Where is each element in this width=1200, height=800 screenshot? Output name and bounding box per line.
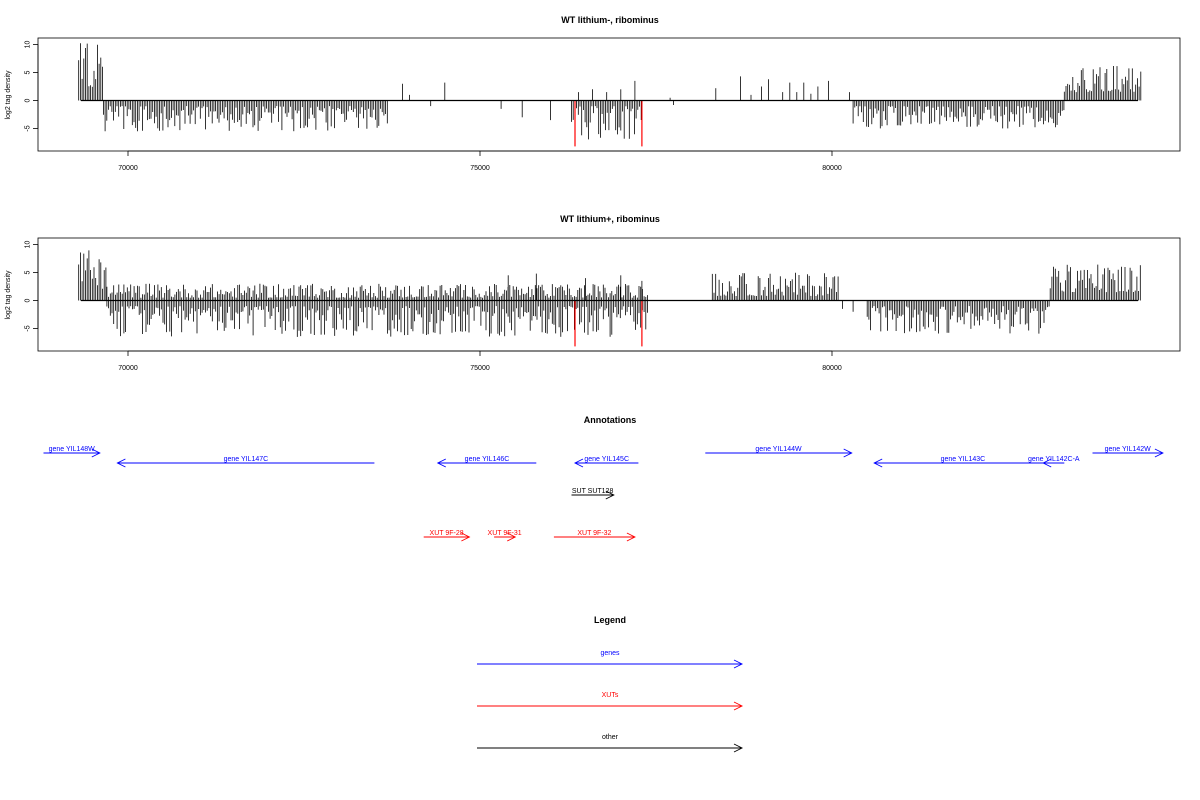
annotation-feature: gene YIL145C xyxy=(573,456,639,468)
arrow-head-icon xyxy=(436,458,447,468)
arrow-head-icon xyxy=(733,743,744,753)
feature-label: gene YIL144W xyxy=(755,446,802,453)
feature-label: gene YIL142C-A xyxy=(1028,456,1080,463)
annotation-feature: gene YIL142W xyxy=(1092,446,1164,458)
y-tick-label: 0 xyxy=(25,298,32,302)
y-axis-label: log2 tag density xyxy=(5,270,12,320)
annotation-feature: gene YIL142C-A xyxy=(1028,456,1080,468)
y-axis-label: log2 tag density xyxy=(5,70,12,120)
y-axis xyxy=(33,44,39,129)
plot-frame xyxy=(37,37,1181,152)
annotation-feature: gene YIL143C xyxy=(873,456,1052,468)
y-axis xyxy=(33,244,39,329)
x-tick-label: 80000 xyxy=(822,165,842,172)
legend-panel: Legend genes XUTs other xyxy=(477,615,744,753)
annotation-feature: gene YIL147C xyxy=(116,456,375,468)
feature-label: gene YIL148W xyxy=(49,446,96,453)
x-tick-label: 75000 xyxy=(470,165,490,172)
legend-label: other xyxy=(602,734,619,741)
y-tick-label: 10 xyxy=(25,41,32,49)
arrow-head-icon xyxy=(461,532,471,542)
y-tick-label: -5 xyxy=(25,325,32,331)
arrow-head-icon xyxy=(605,490,615,500)
x-tick-label: 75000 xyxy=(470,365,490,372)
y-tick-label: 10 xyxy=(25,241,32,249)
x-tick-label: 70000 xyxy=(118,165,138,172)
legend-items: genes XUTs other xyxy=(477,650,744,753)
annotation-feature: gene YIL148W xyxy=(43,446,101,458)
plot-frame xyxy=(37,237,1181,352)
feature-label: XUT 9F-28 xyxy=(430,530,464,537)
arrow-head-icon xyxy=(506,532,517,542)
panel-title: WT lithium+, ribominus xyxy=(560,214,660,224)
legend-label: genes xyxy=(600,650,620,657)
feature-label: XUT 9F-32 xyxy=(577,530,611,537)
legend-item: XUTs xyxy=(477,692,744,711)
feature-label: gene YIL147C xyxy=(224,456,269,463)
y-tick-label: 5 xyxy=(25,270,32,274)
density-bars xyxy=(78,250,1141,347)
annotation-feature: XUT 9F-28 xyxy=(423,530,471,542)
x-tick-label: 70000 xyxy=(118,365,138,372)
feature-label: gene YIL145C xyxy=(584,456,629,463)
density-bars xyxy=(78,43,1142,147)
arrow-head-icon xyxy=(1154,448,1164,458)
legend-title: Legend xyxy=(594,615,626,625)
feature-label: gene YIL146C xyxy=(465,456,510,463)
x-axis xyxy=(127,350,833,356)
feature-label: gene YIL143C xyxy=(941,456,986,463)
feature-label: XUT 9F-31 xyxy=(488,530,522,537)
y-tick-label: 5 xyxy=(25,70,32,74)
feature-label: SUT SUT128 xyxy=(572,488,614,495)
arrow-head-icon xyxy=(873,458,883,468)
legend-label: XUTs xyxy=(602,692,619,699)
x-axis xyxy=(127,150,833,156)
panel-lithium-plus: WT lithium+, ribominus log2 tag density … xyxy=(5,214,1181,372)
annotation-feature: XUT 9F-31 xyxy=(488,530,522,542)
feature-label: gene YIL142W xyxy=(1105,446,1152,453)
y-tick-label: -5 xyxy=(25,125,32,131)
arrow-head-icon xyxy=(733,701,744,711)
arrow-head-icon xyxy=(116,458,126,468)
arrow-head-icon xyxy=(843,448,853,458)
y-tick-label: 0 xyxy=(25,98,32,102)
annotation-feature: SUT SUT128 xyxy=(571,488,615,500)
arrow-head-icon xyxy=(1042,458,1052,468)
panel-lithium-minus: WT lithium-, ribominus log2 tag density … xyxy=(5,15,1181,172)
annotation-feature: gene YIL146C xyxy=(436,456,537,468)
annotation-features: gene YIL148W gene YIL147C gene YIL146C gene… xyxy=(43,446,1164,542)
annotation-feature: XUT 9F-32 xyxy=(553,530,636,542)
arrow-head-icon xyxy=(91,448,101,458)
panel-title: WT lithium-, ribominus xyxy=(561,15,659,25)
legend-item: genes xyxy=(477,650,744,669)
annotation-feature: gene YIL144W xyxy=(705,446,853,458)
legend-item: other xyxy=(477,734,744,753)
x-tick-label: 80000 xyxy=(822,365,842,372)
arrow-head-icon xyxy=(573,458,584,468)
annotations-title: Annotations xyxy=(584,415,637,425)
arrow-head-icon xyxy=(733,659,744,669)
arrow-head-icon xyxy=(626,532,636,542)
